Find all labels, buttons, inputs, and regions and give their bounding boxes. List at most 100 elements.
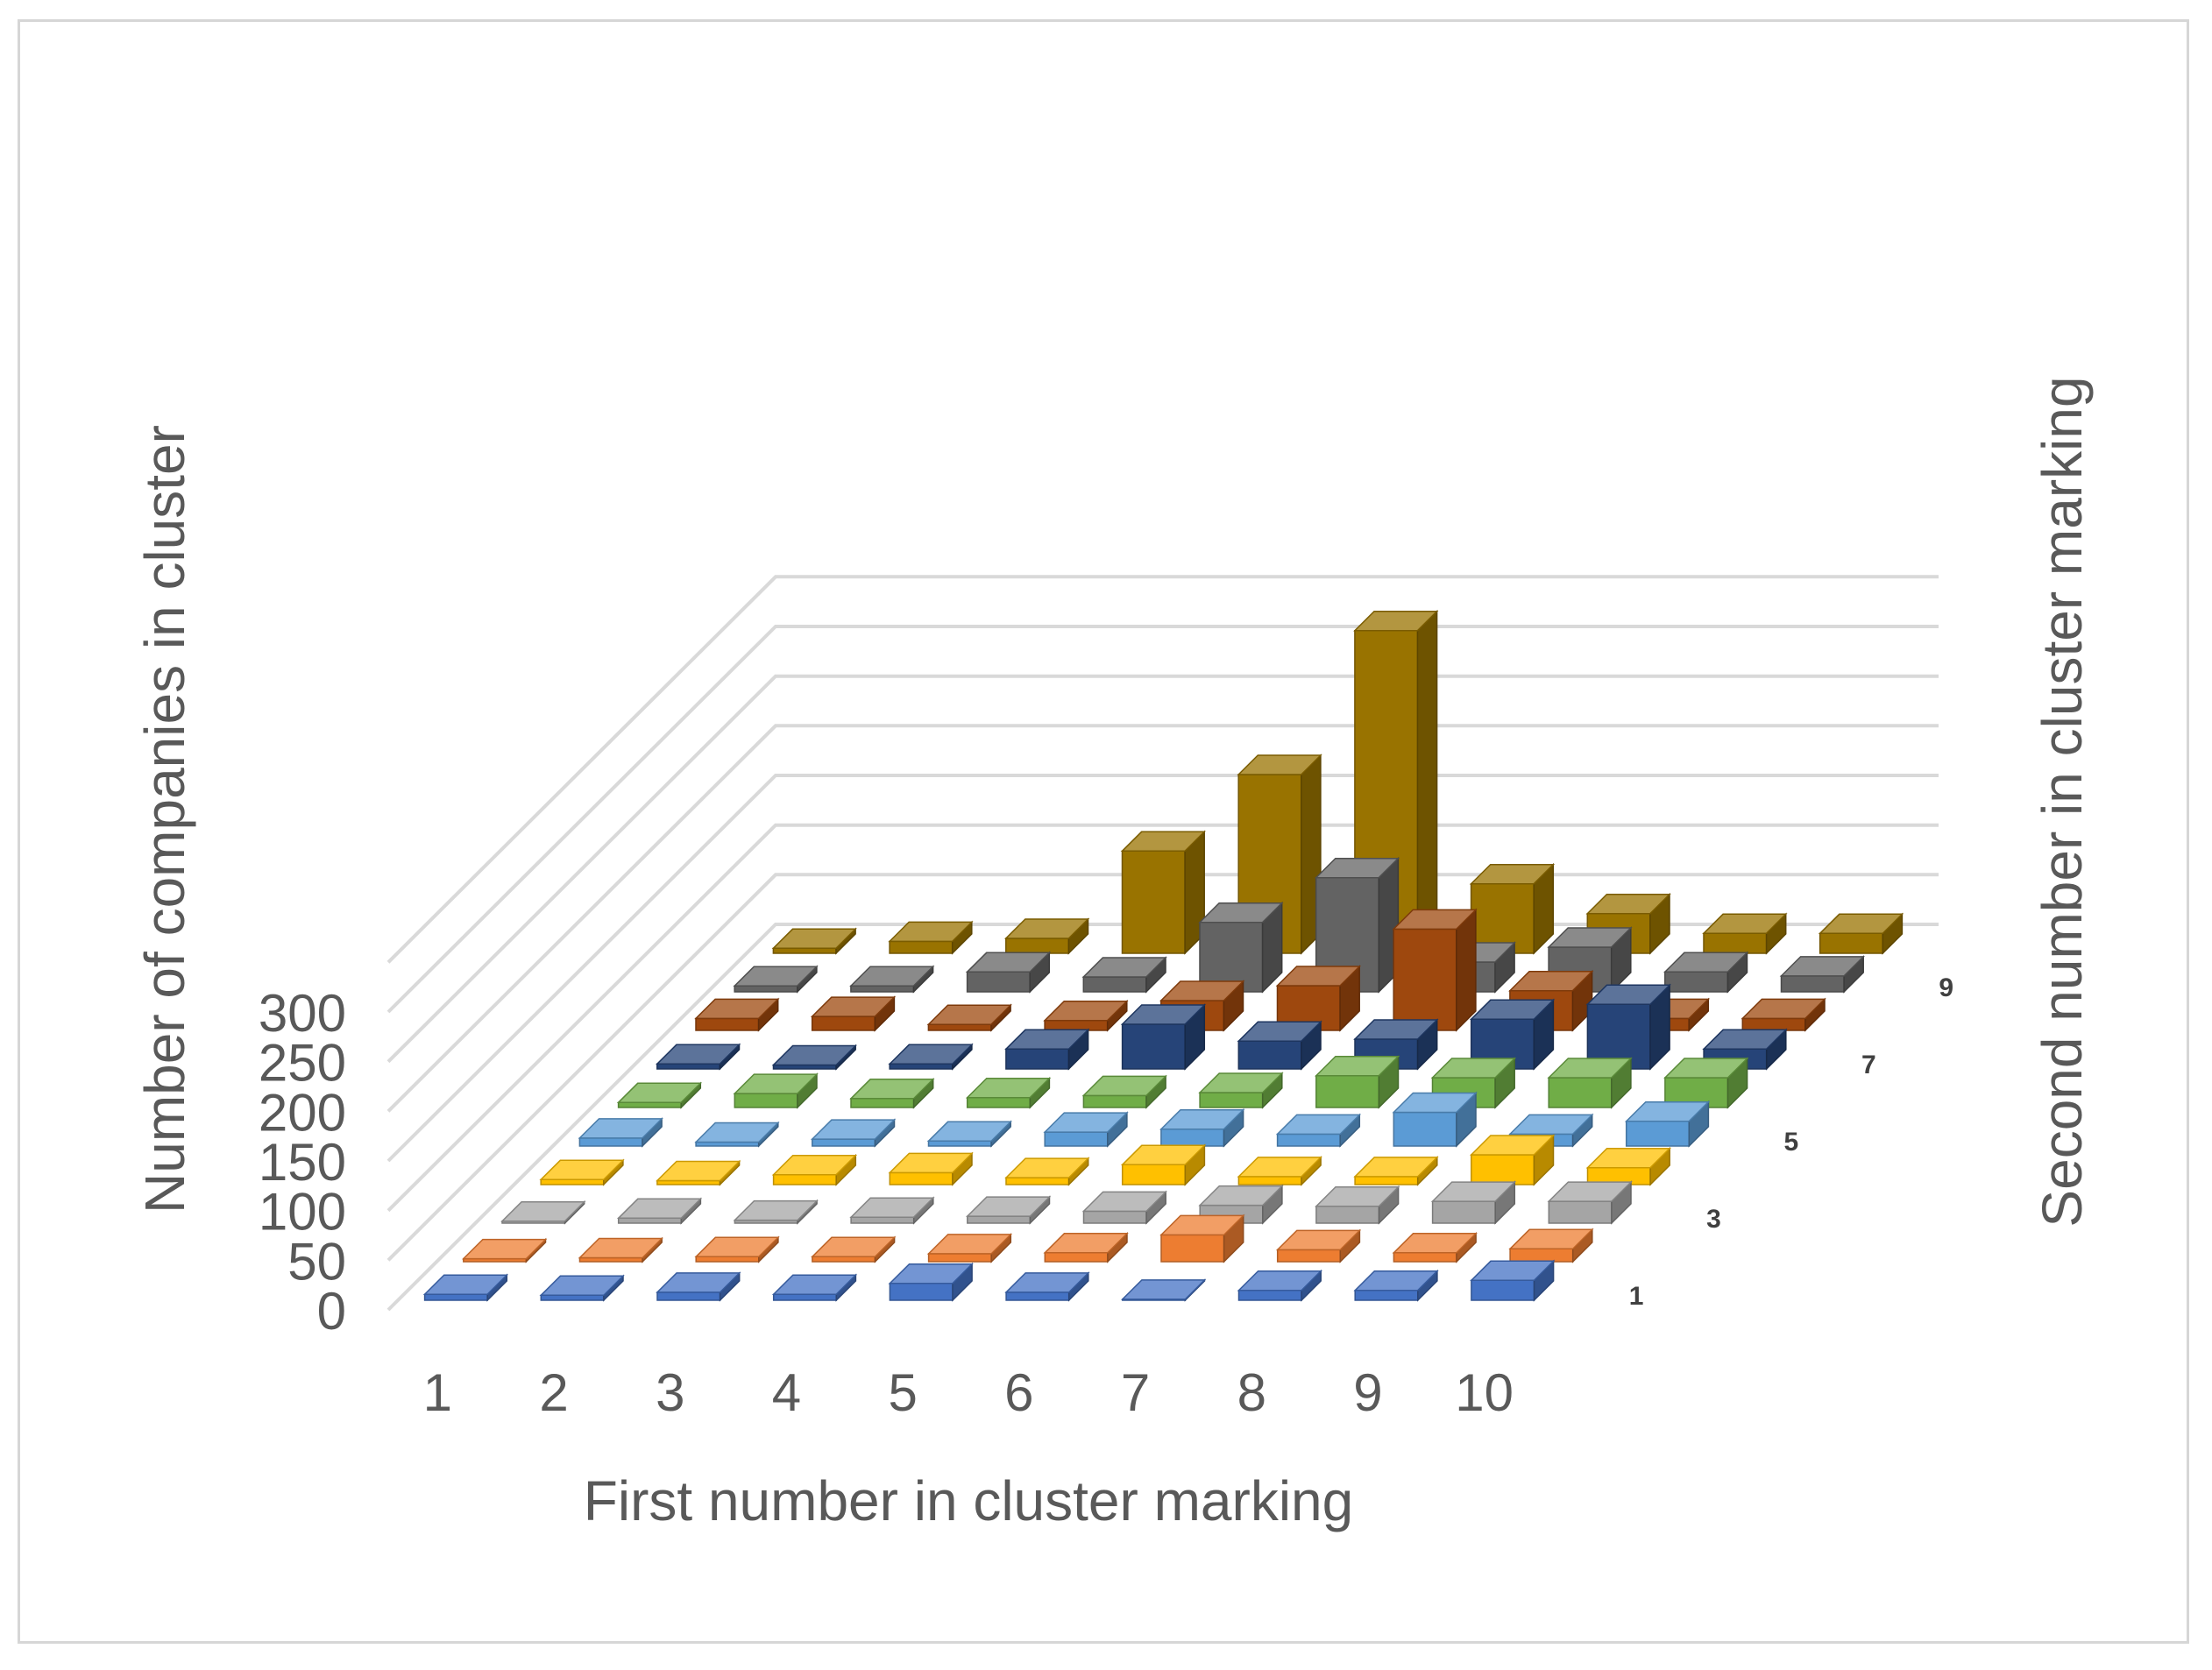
- bar-front-face: [656, 1291, 721, 1301]
- bar-front-face: [889, 1282, 954, 1301]
- bar-front-face: [966, 1096, 1032, 1108]
- bar-top-face: [1779, 956, 1866, 977]
- x-tick-label: 10: [1455, 1363, 1514, 1422]
- bar-top-face: [1004, 1157, 1090, 1178]
- x-tick-label: 7: [1121, 1363, 1150, 1422]
- bar: [733, 1199, 819, 1225]
- bar-top-face: [811, 1236, 897, 1258]
- bar-top-face: [1508, 1114, 1594, 1136]
- bar-top-face: [1275, 966, 1362, 987]
- bar-front-face: [850, 1098, 915, 1108]
- bar: [771, 1153, 858, 1186]
- bar-front-face: [772, 1293, 838, 1301]
- depth-axis-ticks: 1 3 5 7 9: [1629, 973, 1953, 1311]
- bar-front-face: [1393, 1111, 1457, 1147]
- bar-front-face: [1509, 1248, 1574, 1263]
- bar-top-face: [1702, 1029, 1788, 1051]
- bar: [1198, 1072, 1284, 1109]
- y-tick-label: 150: [259, 1133, 346, 1192]
- bar: [1353, 1269, 1439, 1302]
- bar: [1585, 1146, 1672, 1186]
- bar-front-face: [1741, 1017, 1806, 1031]
- bar-front-face: [1237, 1176, 1302, 1185]
- bar: [1120, 1278, 1207, 1302]
- bar-front-face: [850, 1216, 915, 1224]
- bar-front-face: [578, 1137, 643, 1147]
- bar: [1198, 901, 1284, 994]
- bar-top-face: [1353, 1019, 1439, 1040]
- bar-top-face: [1702, 913, 1788, 935]
- bar: [733, 965, 819, 994]
- bar: [1315, 1185, 1400, 1225]
- y-tick-label: 0: [317, 1282, 346, 1341]
- bar-front-face: [1005, 1291, 1070, 1301]
- bar-top-face: [888, 921, 974, 943]
- bar-front-face: [1276, 1249, 1342, 1263]
- bar-top-face: [1353, 1157, 1439, 1178]
- bar: [1043, 1231, 1129, 1263]
- bar: [1469, 862, 1556, 955]
- bar-top-face: [849, 1197, 935, 1218]
- bar-front-face: [1664, 971, 1729, 993]
- depth-tick-label: 9: [1939, 973, 1953, 1002]
- bar: [694, 1121, 780, 1148]
- bar-top-face: [422, 1274, 509, 1295]
- bar-front-face: [927, 1253, 992, 1263]
- bar: [1043, 999, 1129, 1032]
- bar-front-face: [1471, 1154, 1535, 1185]
- bar-front-face: [967, 1215, 1032, 1224]
- bar-front-face: [1121, 850, 1186, 954]
- bar-front-face: [927, 1023, 992, 1031]
- bar-front-face: [1548, 1077, 1613, 1108]
- bar: [965, 951, 1052, 994]
- bar-front-face: [1121, 1023, 1186, 1070]
- bar: [926, 1120, 1013, 1148]
- bar: [888, 1151, 974, 1186]
- bar: [1314, 1054, 1400, 1109]
- bar: [1392, 1231, 1478, 1263]
- x-axis-ticks: 1 2 3 4 5 6 7 8 9 10: [423, 1363, 1514, 1422]
- bar: [1624, 1100, 1711, 1148]
- bar-top-face: [1237, 754, 1322, 775]
- bar-side-face: [1456, 908, 1477, 1032]
- bar-front-face: [1199, 1092, 1264, 1108]
- bar: [500, 1199, 586, 1225]
- bar-top-face: [965, 1196, 1052, 1217]
- x-tick-label: 1: [423, 1363, 452, 1422]
- bar-top-face: [1237, 1157, 1322, 1178]
- bar-top-face: [1043, 1000, 1129, 1022]
- bar-top-face: [888, 1152, 974, 1174]
- bar-top-face: [694, 998, 780, 1020]
- bar: [422, 1273, 509, 1302]
- bar: [694, 997, 780, 1032]
- y-tick-label: 200: [259, 1083, 346, 1142]
- bar-top-face: [1663, 1058, 1749, 1079]
- bar-top-face: [1043, 1112, 1129, 1133]
- bar: [1585, 983, 1671, 1071]
- bar-top-face: [539, 1159, 625, 1181]
- bar: [1237, 1020, 1322, 1071]
- bar: [888, 920, 974, 955]
- bar-front-face: [1393, 1252, 1457, 1263]
- bar-top-face: [771, 1044, 858, 1066]
- bar: [1470, 1259, 1556, 1302]
- bar: [810, 995, 897, 1032]
- x-tick-label: 8: [1237, 1363, 1266, 1422]
- x-tick-label: 4: [772, 1363, 801, 1422]
- bar-top-face: [1198, 902, 1284, 923]
- bar-top-face: [694, 1122, 780, 1143]
- bar-top-face: [1275, 1114, 1362, 1136]
- bar: [1081, 1190, 1168, 1225]
- bar-front-face: [1005, 938, 1070, 954]
- chart-frame: [18, 19, 2189, 1644]
- bar: [1392, 1091, 1478, 1148]
- bar: [616, 1197, 703, 1225]
- bar: [1314, 856, 1400, 994]
- y-tick-label: 250: [259, 1034, 346, 1093]
- bar-top-face: [1198, 1072, 1284, 1093]
- bar-top-face: [1508, 1228, 1594, 1250]
- bar-front-face: [812, 1256, 876, 1263]
- bar-front-face: [1160, 1128, 1225, 1147]
- bar-top-face: [1547, 927, 1633, 948]
- bar-top-face: [888, 1263, 974, 1284]
